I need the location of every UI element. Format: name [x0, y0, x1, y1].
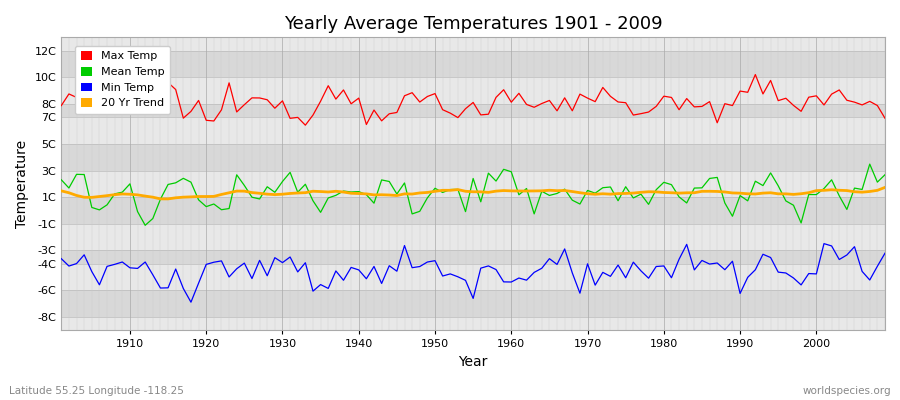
Bar — [61, 117, 885, 144]
Bar — [61, 224, 885, 250]
Bar — [61, 77, 885, 104]
X-axis label: Year: Year — [458, 355, 488, 369]
Text: worldspecies.org: worldspecies.org — [803, 386, 891, 396]
Y-axis label: Temperature: Temperature — [15, 140, 29, 228]
Title: Yearly Average Temperatures 1901 - 2009: Yearly Average Temperatures 1901 - 2009 — [284, 15, 662, 33]
Bar — [61, 197, 885, 224]
Bar — [61, 170, 885, 197]
Legend: Max Temp, Mean Temp, Min Temp, 20 Yr Trend: Max Temp, Mean Temp, Min Temp, 20 Yr Tre… — [75, 46, 170, 114]
Bar — [61, 51, 885, 77]
Bar — [61, 250, 885, 264]
Bar — [61, 104, 885, 117]
Bar — [61, 144, 885, 170]
Bar — [61, 264, 885, 290]
Text: Latitude 55.25 Longitude -118.25: Latitude 55.25 Longitude -118.25 — [9, 386, 184, 396]
Bar — [61, 290, 885, 317]
